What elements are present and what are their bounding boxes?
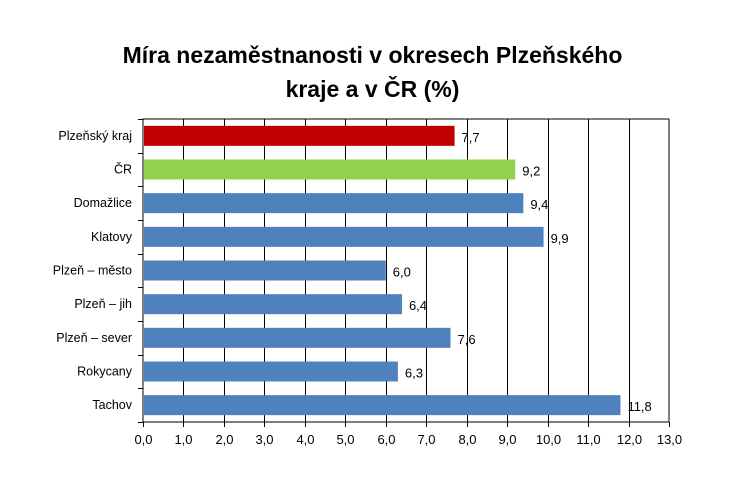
data-label: 9,9 — [551, 231, 569, 246]
chart-title-line-2: kraje a v ČR (%) — [285, 76, 460, 102]
chart-title: Míra nezaměstnanosti v okresech Plzeňské… — [0, 38, 745, 106]
data-label: 7,6 — [458, 332, 476, 347]
category-label: Plzeň – sever — [56, 331, 132, 345]
category-label: Tachov — [92, 398, 132, 412]
bar — [144, 226, 544, 247]
chart-title-line-1: Míra nezaměstnanosti v okresech Plzeňské… — [122, 42, 623, 68]
data-label: 6,3 — [405, 366, 423, 381]
data-label: 7,7 — [462, 130, 480, 145]
x-tick-label: 5,0 — [336, 432, 354, 447]
x-tick-label: 12,0 — [617, 432, 642, 447]
bar — [144, 193, 524, 214]
bar — [144, 361, 398, 382]
x-tick-label: 0,0 — [134, 432, 152, 447]
x-tick-label: 4,0 — [296, 432, 314, 447]
x-tick-label: 8,0 — [458, 432, 476, 447]
bar — [144, 260, 386, 281]
x-tick-label: 11,0 — [576, 432, 600, 447]
data-label: 11,8 — [627, 399, 651, 414]
data-label: 9,2 — [522, 164, 540, 179]
bar — [144, 395, 621, 416]
data-label: 6,4 — [409, 298, 427, 313]
bar — [144, 294, 402, 315]
data-label: 9,4 — [530, 197, 548, 212]
x-tick-label: 9,0 — [498, 432, 516, 447]
x-tick-label: 13,0 — [657, 432, 682, 447]
bar — [144, 125, 455, 146]
category-label: Domažlice — [74, 196, 132, 210]
x-tick-label: 7,0 — [417, 432, 435, 447]
x-tick-label: 6,0 — [377, 432, 395, 447]
bar — [144, 327, 451, 348]
category-label: Plzeň – město — [53, 264, 132, 278]
x-tick-label: 2,0 — [215, 432, 233, 447]
data-label: 6,0 — [393, 265, 411, 280]
category-label: ČR — [114, 162, 132, 177]
x-tick-label: 1,0 — [174, 432, 192, 447]
category-label: Klatovy — [91, 230, 133, 244]
category-label: Rokycany — [77, 365, 133, 379]
x-tick-label: 10,0 — [536, 432, 561, 447]
x-tick-label: 3,0 — [255, 432, 273, 447]
category-label: Plzeň – jih — [74, 297, 132, 311]
bar — [144, 159, 516, 180]
category-label: Plzeňský kraj — [58, 129, 132, 143]
